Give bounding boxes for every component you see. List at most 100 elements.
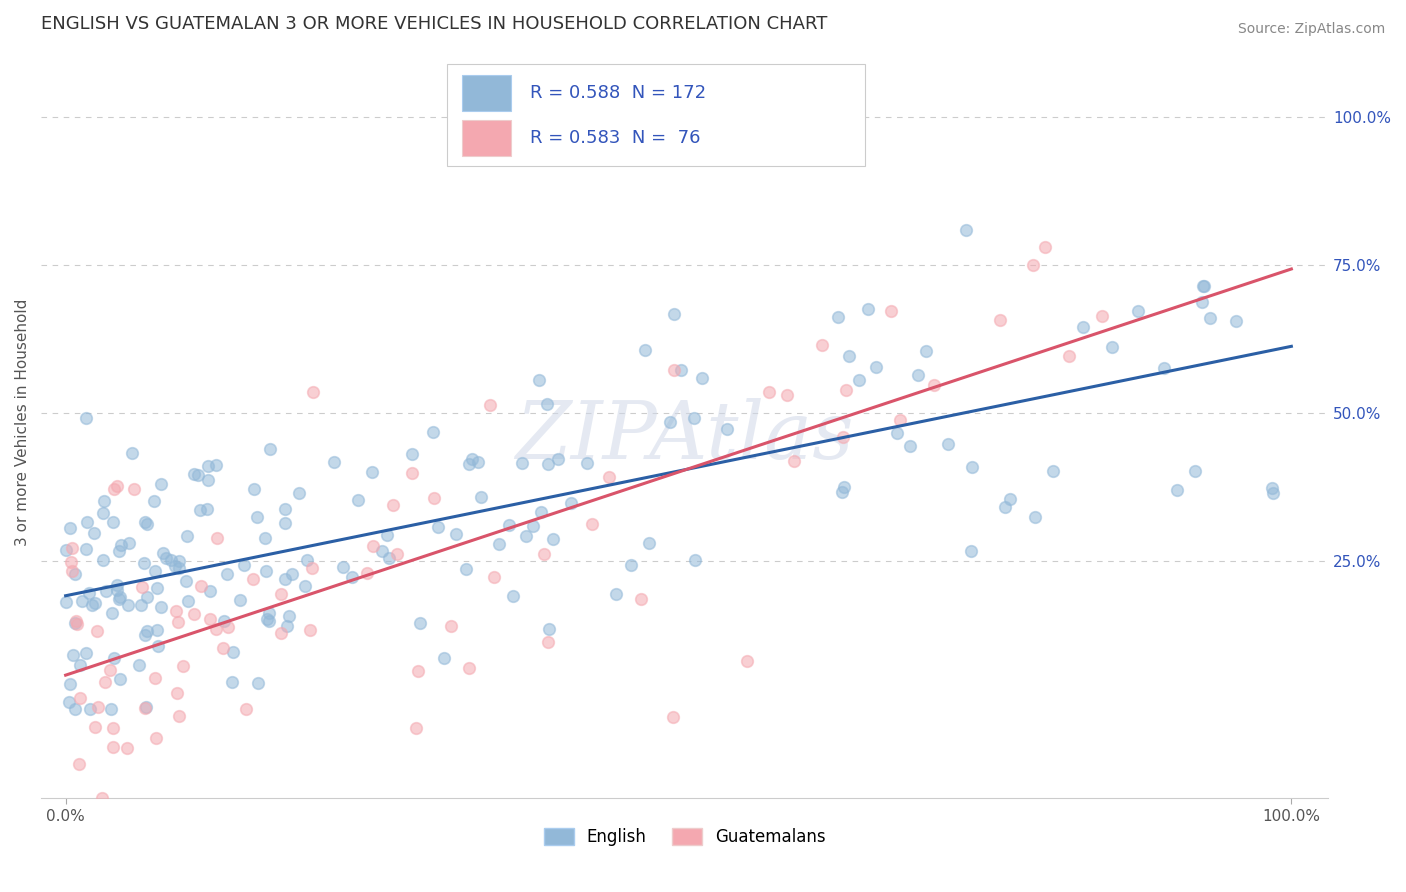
Point	[165, 559, 187, 574]
Point	[527, 373, 550, 387]
Point	[145, 564, 167, 578]
Point	[831, 485, 853, 500]
Point	[405, 721, 427, 735]
Point	[479, 398, 502, 412]
Point	[302, 385, 325, 400]
Point	[101, 607, 124, 621]
Point	[115, 741, 138, 756]
Point	[340, 570, 363, 584]
Point	[835, 383, 858, 397]
Point	[856, 302, 879, 317]
Point	[103, 515, 125, 529]
Point	[228, 593, 250, 607]
Point	[401, 447, 423, 461]
Point	[235, 702, 257, 716]
Point	[205, 458, 228, 472]
Point	[122, 483, 145, 497]
Point	[103, 482, 125, 496]
Point	[76, 515, 98, 529]
Point	[692, 371, 714, 385]
Point	[233, 558, 256, 572]
Point	[458, 661, 481, 675]
Point	[198, 584, 221, 599]
Point	[63, 567, 86, 582]
Point	[378, 550, 401, 565]
Point	[91, 507, 114, 521]
Point	[536, 397, 558, 411]
Point	[134, 701, 156, 715]
Point	[195, 502, 218, 516]
Point	[84, 720, 107, 734]
Point	[176, 529, 198, 543]
Point	[270, 587, 292, 601]
Point	[537, 634, 560, 648]
Point	[62, 648, 84, 662]
Point	[683, 553, 706, 567]
Point	[149, 599, 172, 614]
Point	[205, 531, 228, 545]
Point	[332, 560, 354, 574]
Point	[1021, 258, 1043, 272]
Point	[167, 554, 190, 568]
Point	[55, 542, 77, 557]
Point	[1199, 311, 1222, 326]
Point	[91, 553, 114, 567]
Point	[776, 388, 799, 402]
Point	[257, 606, 280, 620]
Point	[560, 496, 582, 510]
Point	[811, 338, 834, 352]
Point	[259, 614, 281, 628]
Point	[77, 586, 100, 600]
Point	[658, 415, 681, 429]
Point	[536, 457, 558, 471]
Point	[1192, 279, 1215, 293]
Point	[662, 307, 685, 321]
Point	[274, 501, 297, 516]
Point	[60, 564, 83, 578]
Point	[537, 622, 560, 636]
Text: ENGLISH VS GUATEMALAN 3 OR MORE VEHICLES IN HOUSEHOLD CORRELATION CHART: ENGLISH VS GUATEMALAN 3 OR MORE VEHICLES…	[41, 15, 828, 33]
Point	[131, 580, 153, 594]
Point	[605, 587, 627, 601]
Point	[1042, 464, 1064, 478]
Point	[886, 426, 908, 441]
Point	[371, 544, 394, 558]
Point	[1071, 320, 1094, 334]
Point	[75, 646, 97, 660]
Point	[347, 493, 370, 508]
Point	[758, 385, 780, 400]
Point	[242, 572, 264, 586]
Point	[174, 574, 197, 588]
Point	[831, 430, 853, 444]
Point	[110, 538, 132, 552]
Point	[1091, 309, 1114, 323]
Text: R = 0.588  N = 172: R = 0.588 N = 172	[530, 84, 706, 102]
Point	[848, 373, 870, 387]
Point	[716, 422, 738, 436]
Point	[522, 519, 544, 533]
Point	[273, 516, 295, 530]
Point	[498, 517, 520, 532]
Point	[165, 604, 187, 618]
Point	[59, 521, 82, 535]
Point	[664, 363, 686, 377]
Point	[515, 529, 537, 543]
Point	[93, 675, 115, 690]
Point	[117, 598, 139, 612]
Point	[385, 548, 408, 562]
Point	[87, 699, 110, 714]
Point	[458, 457, 481, 471]
Point	[254, 564, 277, 578]
Point	[281, 566, 304, 581]
Point	[270, 626, 292, 640]
Point	[440, 619, 463, 633]
Point	[217, 620, 239, 634]
Point	[638, 536, 661, 550]
Point	[146, 639, 169, 653]
FancyBboxPatch shape	[463, 75, 510, 112]
Point	[166, 686, 188, 700]
Point	[1057, 349, 1080, 363]
Point	[190, 579, 212, 593]
Point	[287, 485, 309, 500]
Point	[541, 532, 564, 546]
